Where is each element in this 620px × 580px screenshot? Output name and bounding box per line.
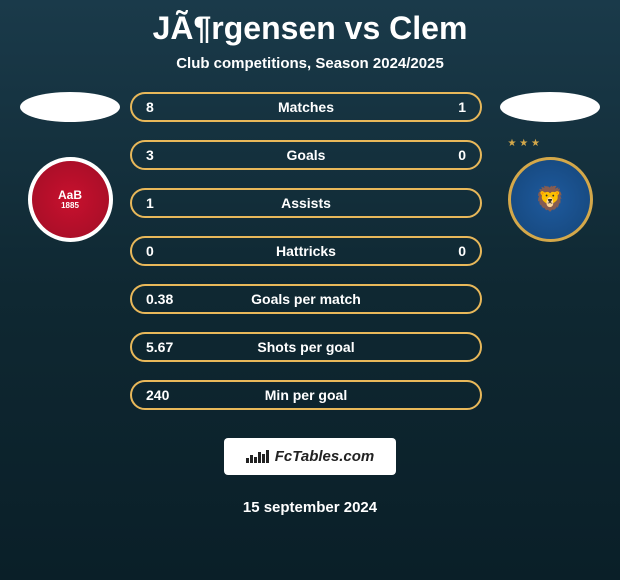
chart-icon-bar — [258, 452, 261, 463]
fctables-badge[interactable]: FcTables.com — [224, 438, 396, 475]
club-logo-left: AaB 1885 — [28, 157, 113, 242]
stat-label: Min per goal — [206, 387, 406, 403]
stat-row: 0.38Goals per match — [130, 284, 482, 314]
stat-label: Shots per goal — [206, 339, 406, 355]
club-logo-left-top: AaB — [58, 189, 82, 202]
stat-label: Assists — [206, 195, 406, 211]
stat-row: 5.67Shots per goal — [130, 332, 482, 362]
stat-row: 3Goals0 — [130, 140, 482, 170]
stat-left-value: 240 — [146, 387, 206, 403]
stat-right-value: 0 — [406, 147, 466, 163]
chart-icon-bar — [246, 458, 249, 463]
stat-label: Goals per match — [206, 291, 406, 307]
stat-left-value: 1 — [146, 195, 206, 211]
chart-icon-bar — [250, 455, 253, 463]
chart-icon-bar — [262, 454, 265, 463]
stat-left-value: 0.38 — [146, 291, 206, 307]
player-ellipse-right — [500, 92, 600, 122]
subtitle: Club competitions, Season 2024/2025 — [176, 55, 444, 72]
club-logo-right-symbol: 🦁 — [535, 185, 565, 214]
main-area: AaB 1885 8Matches13Goals01Assists0Hattri… — [0, 92, 620, 410]
comparison-card: JÃ¶rgensen vs Clem Club competitions, Se… — [0, 0, 620, 580]
stat-left-value: 3 — [146, 147, 206, 163]
date: 15 september 2024 — [243, 499, 377, 516]
stat-row: 240Min per goal — [130, 380, 482, 410]
stat-right-value: 1 — [406, 99, 466, 115]
stat-label: Matches — [206, 99, 406, 115]
club-logo-right-wrap: ★ ★ ★ 🦁 — [508, 152, 593, 242]
club-logo-left-text: AaB 1885 — [58, 189, 82, 211]
chart-icon-bar — [266, 450, 269, 463]
chart-icon-bar — [254, 457, 257, 463]
stat-label: Hattricks — [206, 243, 406, 259]
page-title: JÃ¶rgensen vs Clem — [153, 10, 468, 47]
stat-row: 1Assists — [130, 188, 482, 218]
left-side: AaB 1885 — [10, 92, 130, 242]
club-logo-left-bottom: 1885 — [58, 202, 82, 211]
right-side: ★ ★ ★ 🦁 — [490, 92, 610, 242]
player-ellipse-left — [20, 92, 120, 122]
stat-left-value: 8 — [146, 99, 206, 115]
stat-left-value: 5.67 — [146, 339, 206, 355]
stats-column: 8Matches13Goals01Assists0Hattricks00.38G… — [130, 92, 490, 410]
stat-left-value: 0 — [146, 243, 206, 259]
club-logo-right: 🦁 — [508, 157, 593, 242]
chart-icon — [246, 450, 269, 463]
stat-row: 8Matches1 — [130, 92, 482, 122]
stat-right-value: 0 — [406, 243, 466, 259]
stat-label: Goals — [206, 147, 406, 163]
fctables-text: FcTables.com — [275, 448, 374, 465]
stars-icon: ★ ★ ★ — [508, 138, 540, 149]
stat-row: 0Hattricks0 — [130, 236, 482, 266]
